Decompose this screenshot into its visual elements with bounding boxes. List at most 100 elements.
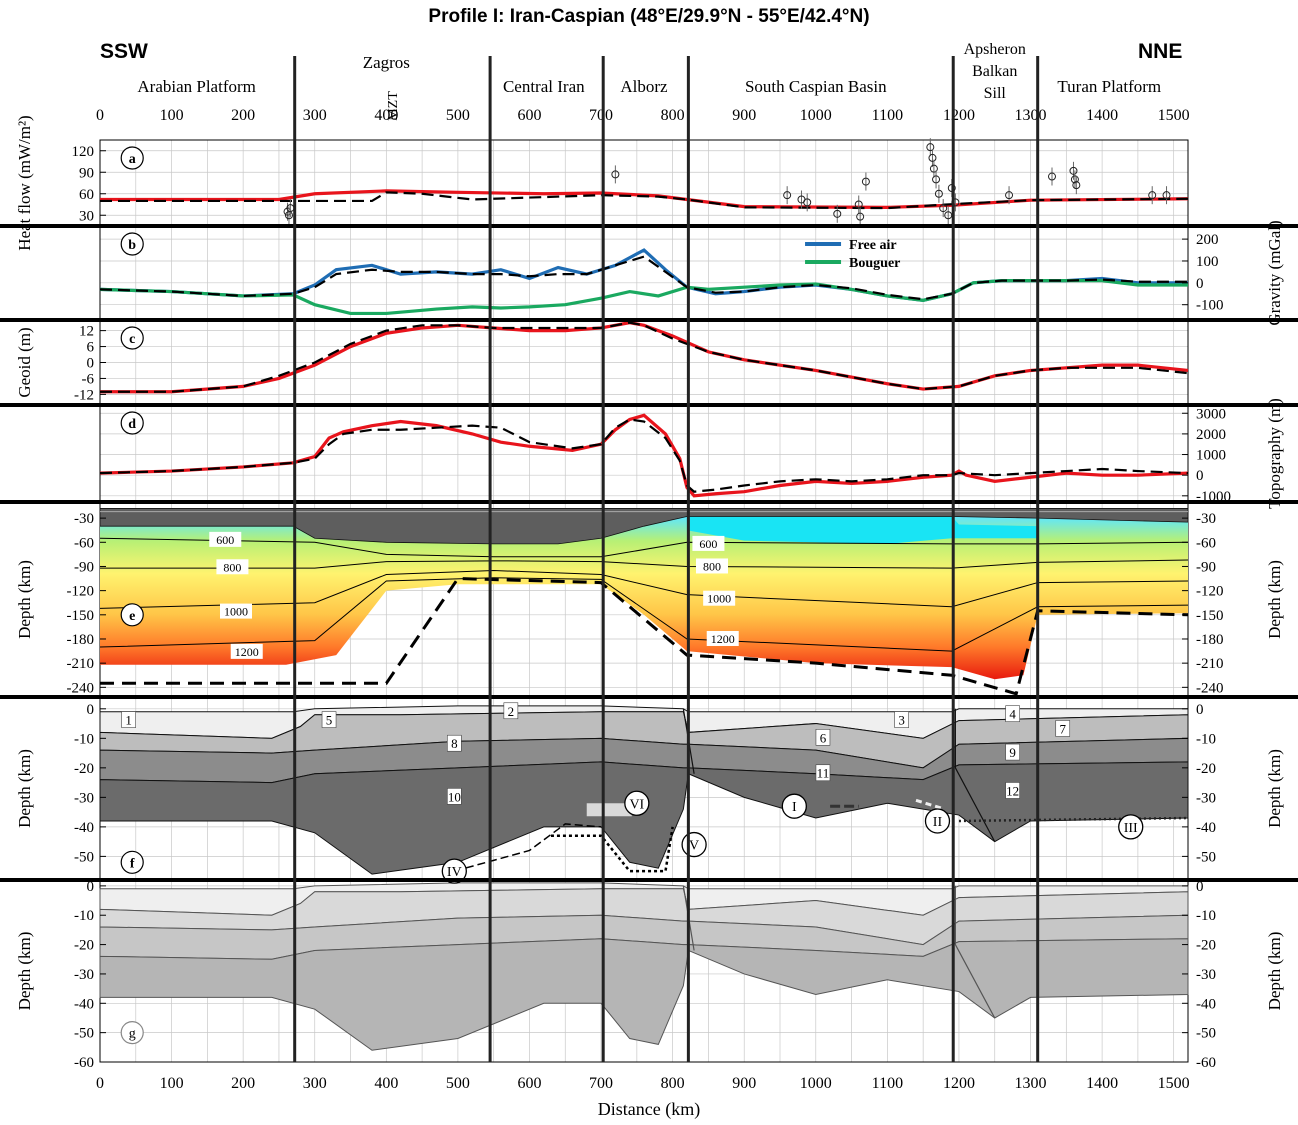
- y-tick-label-left: -90: [74, 559, 94, 575]
- bottom-x-tick-label: 1400: [1086, 1075, 1118, 1092]
- panel-letter-circle: [120, 232, 144, 256]
- layer-number-label: 11: [817, 766, 830, 781]
- layer-number-box: [1005, 782, 1020, 799]
- moho-marker-circle: [924, 808, 951, 834]
- y-tick-label-right: -210: [1196, 656, 1224, 672]
- panel-letter: d: [128, 417, 136, 432]
- y-tick-label-left: 0: [87, 702, 95, 718]
- isotherm-label-bg: [216, 559, 249, 575]
- moho-marker-circle: [1118, 814, 1144, 840]
- layer-number-box: [121, 711, 136, 728]
- isotherm-label-bg: [696, 558, 728, 574]
- y-tick-label-left: 60: [79, 187, 94, 203]
- y-tick-label-left: -50: [74, 849, 94, 865]
- top-x-tick-label: 400: [374, 107, 398, 124]
- y-tick-label-left: -210: [67, 656, 95, 672]
- top-x-tick-label: 100: [160, 107, 184, 124]
- isotherm-label: 1200: [711, 632, 735, 646]
- mzt-label: MZT: [386, 91, 401, 121]
- y-tick-label-left: -30: [74, 967, 94, 983]
- top-x-tick-label: 1200: [943, 107, 975, 124]
- heat-flow-point: [803, 198, 812, 207]
- layer-number-box: [1005, 705, 1020, 723]
- isotherm-label-bg: [230, 643, 263, 659]
- layer-number-box: [321, 711, 337, 728]
- heat-flow-point: [854, 200, 863, 209]
- figure-title: Profile I: Iran-Caspian (48°E/29.9°N - 5…: [428, 6, 869, 27]
- y-tick-label-left: -180: [67, 632, 95, 648]
- heat-flow-point: [939, 204, 948, 213]
- y-tick-label-left: 12: [79, 324, 94, 340]
- layer-number-label: 1: [125, 713, 132, 728]
- heat-flow-point: [856, 212, 865, 221]
- y-tick-label-right: -100: [1196, 298, 1224, 314]
- y-tick-label-left: -30: [74, 790, 94, 806]
- moho-marker-label: IV: [447, 865, 462, 880]
- bottom-x-tick-label: 900: [732, 1075, 756, 1092]
- top-x-tick-label: 1100: [872, 107, 903, 124]
- top-x-tick-label: 900: [732, 107, 756, 124]
- heat-flow-point: [1005, 191, 1014, 200]
- bottom-x-tick-label: 1200: [943, 1075, 975, 1092]
- heat-flow-point: [1069, 166, 1078, 175]
- panel-letter-circle: [120, 850, 144, 874]
- y-tick-label-left: -6: [82, 371, 95, 387]
- y-tick-label-left: 30: [79, 208, 94, 224]
- top-x-tick-label: 0: [96, 107, 104, 124]
- top-x-tick-label: 1300: [1015, 107, 1047, 124]
- y-tick-label-left: -240: [67, 680, 95, 696]
- moho-marker-circle: [441, 858, 467, 884]
- layer-number-box: [1005, 743, 1020, 761]
- series-line-a: [100, 191, 1189, 210]
- y-tick-label-left: -10: [74, 731, 94, 747]
- y-tick-label-left: 120: [72, 144, 95, 160]
- bottom-x-tick-label: 1100: [872, 1075, 903, 1092]
- isotherm-line: [100, 559, 1189, 569]
- caspian-cold-fill: [686, 516, 1038, 544]
- panel-d: [99, 404, 1189, 503]
- bottom-x-tick-label: 1000: [800, 1075, 832, 1092]
- layer-number-label: 7: [1059, 721, 1066, 736]
- y-tick-label-right: -50: [1196, 1026, 1216, 1042]
- top-x-tick-label: 200: [231, 107, 255, 124]
- left-end-label: SSW: [100, 40, 148, 63]
- region-label: Arabian Platform: [137, 77, 256, 96]
- layer-number-label: 6: [820, 730, 827, 745]
- bottom-x-tick-label: 200: [231, 1075, 255, 1092]
- top-x-tick-label: 1500: [1158, 107, 1190, 124]
- region-label: South Caspian Basin: [745, 77, 887, 96]
- y-tick-label-right: -180: [1196, 632, 1224, 648]
- moho-estimate-ii: [915, 798, 946, 811]
- isotherm-label-bg: [703, 590, 736, 606]
- isotherm-label: 600: [216, 533, 234, 547]
- layer-number-label: 8: [451, 736, 458, 751]
- y-axis-label-left: Depth (km): [15, 560, 34, 639]
- layer-number-box: [503, 702, 519, 720]
- bottom-x-tick-label: 100: [160, 1075, 184, 1092]
- y-tick-label-right: 0: [1196, 276, 1204, 292]
- panel-frame: [99, 404, 1189, 503]
- heat-flow-point: [611, 170, 620, 179]
- top-x-tick-label: 700: [589, 107, 613, 124]
- layer-number-box: [894, 711, 909, 728]
- panel-frame: [99, 139, 1189, 227]
- y-tick-label-right: 3000: [1196, 406, 1226, 422]
- layer-number-box: [447, 734, 462, 752]
- heat-flow-point: [1048, 172, 1056, 181]
- isotherm-label-bg: [692, 535, 725, 551]
- panel-letter: b: [128, 238, 136, 253]
- heat-flow-point: [929, 164, 938, 173]
- series-line-a: [100, 189, 1189, 209]
- layer-number-label: 3: [898, 713, 905, 728]
- isotherm-line: [99, 537, 1189, 558]
- y-axis-label-right: Depth (km): [1265, 560, 1284, 639]
- legend-label: Free air: [849, 238, 897, 253]
- layer-number-label: 12: [1006, 783, 1019, 798]
- y-tick-label-right: 1000: [1196, 448, 1226, 464]
- moho-estimate-v: [550, 826, 674, 873]
- panel-letter: a: [129, 152, 136, 167]
- y-tick-label-left: -12: [74, 387, 94, 403]
- layer-number-box: [815, 729, 831, 746]
